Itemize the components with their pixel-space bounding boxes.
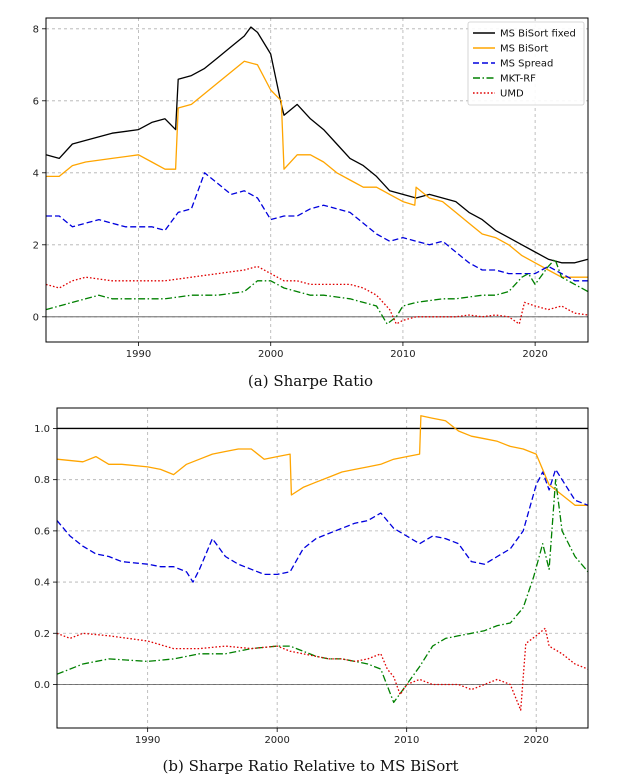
legend-label: MS BiSort xyxy=(500,44,548,55)
y-tick-label: 0.2 xyxy=(34,629,50,640)
y-tick-label: 6 xyxy=(33,96,39,107)
series-line-umd xyxy=(56,627,589,711)
x-tick-label: 2000 xyxy=(258,349,283,360)
y-tick-label: 0 xyxy=(33,312,39,323)
plot-frame xyxy=(56,407,589,729)
y-tick-label: 2 xyxy=(33,240,39,251)
caption-b: (b) Sharpe Ratio Relative to MS BiSort xyxy=(162,757,459,775)
legend-label: MS Spread xyxy=(500,59,553,70)
series-line-mkt-rf xyxy=(56,479,589,704)
series-line-umd xyxy=(45,265,589,325)
x-tick-label: 2020 xyxy=(522,349,547,360)
y-tick-label: 0.8 xyxy=(34,475,50,486)
x-tick-label: 1990 xyxy=(135,735,160,746)
series-line-ms-bisort xyxy=(46,60,588,278)
series-line-ms-bisort xyxy=(56,415,588,506)
legend-label: MS BiSort fixed xyxy=(500,29,576,40)
y-tick-label: 1.0 xyxy=(34,424,50,435)
legend-label: UMD xyxy=(500,89,524,100)
series-line-mkt-rf xyxy=(45,258,589,325)
y-tick-label: 0.4 xyxy=(34,578,50,589)
x-tick-label: 2010 xyxy=(394,735,419,746)
x-tick-label: 1990 xyxy=(126,349,151,360)
panel-relative-sharpe: 1990 2000 2010 2020 0.0 0.2 0.4 0.6 0.8 1.0 xyxy=(34,407,589,746)
series-line-ms-spread xyxy=(56,468,589,583)
plot-frame xyxy=(45,17,589,343)
caption-a: (a) Sharpe Ratio xyxy=(247,372,374,390)
x-tick-label: 2010 xyxy=(390,349,415,360)
y-tick-label: 8 xyxy=(33,24,39,35)
series-line-ms-spread xyxy=(46,172,588,282)
x-tick-label: 2020 xyxy=(523,735,548,746)
y-tick-label: 4 xyxy=(33,168,39,179)
y-tick-label: 0.0 xyxy=(34,680,50,691)
legend: MS BiSort fixed MS BiSort MS Spread MKT-RF U… xyxy=(467,21,585,106)
y-tick-label: 0.6 xyxy=(34,526,50,537)
legend-label: MKT-RF xyxy=(500,74,536,85)
series-line-ms-bisort-fixed xyxy=(45,26,589,264)
legend-box xyxy=(467,21,585,106)
x-tick-label: 2000 xyxy=(264,735,289,746)
